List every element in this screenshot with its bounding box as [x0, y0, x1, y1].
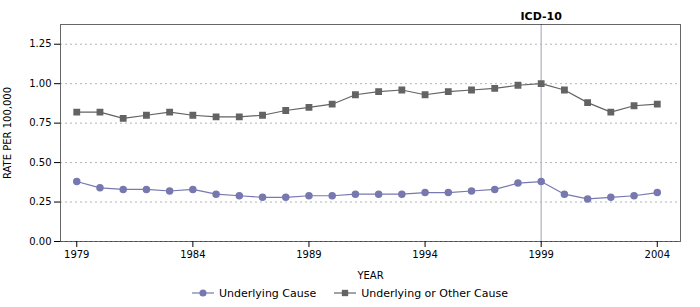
svg-text:0.00: 0.00 — [29, 236, 51, 247]
svg-text:ICD-10: ICD-10 — [520, 10, 562, 23]
html-text:Underlying or Other Cause: Underlying or Other Cause — [361, 286, 508, 300]
svg-text:1994: 1994 — [412, 249, 437, 260]
svg-text:1979: 1979 — [64, 249, 89, 260]
svg-text:0.25: 0.25 — [29, 196, 51, 207]
svg-text:0.50: 0.50 — [29, 157, 51, 168]
svg-text:1984: 1984 — [180, 249, 205, 260]
svg-text:1999: 1999 — [528, 249, 553, 260]
svg-text:2004: 2004 — [645, 249, 670, 260]
svg-text:1.00: 1.00 — [29, 78, 51, 89]
html-text:Underlying Cause: Underlying Cause — [219, 286, 317, 300]
svg-text:1989: 1989 — [296, 249, 321, 260]
svg-text:1.25: 1.25 — [29, 38, 51, 49]
svg-text:YEAR: YEAR — [356, 270, 383, 281]
svg-text:0.75: 0.75 — [29, 117, 51, 128]
svg-text:RATE PER 100,000: RATE PER 100,000 — [2, 87, 13, 179]
